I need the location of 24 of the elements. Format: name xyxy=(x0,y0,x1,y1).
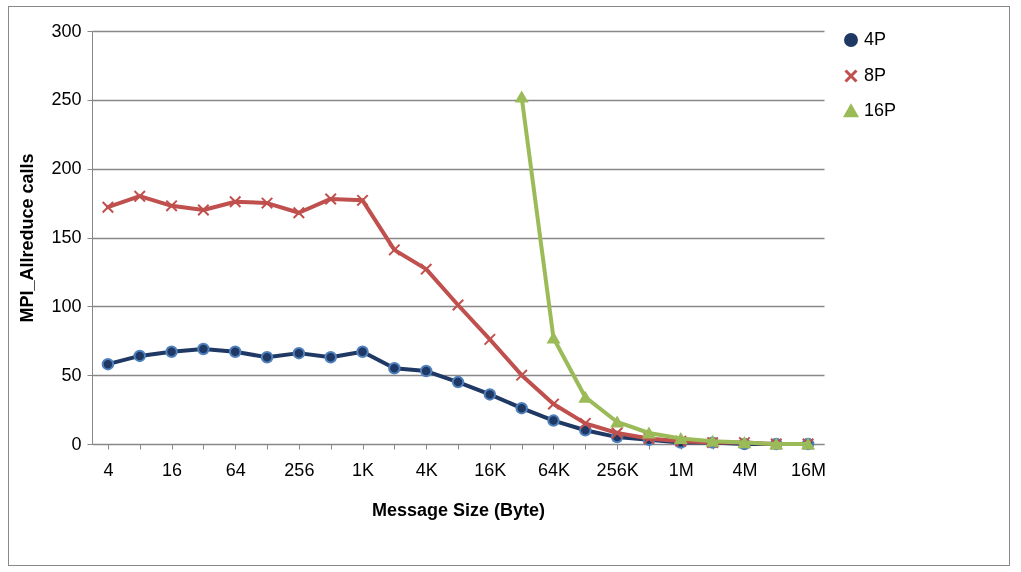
x-tick-label: 1M xyxy=(668,459,694,480)
x-tick-label: 256 xyxy=(284,459,315,480)
x-tick-label: 16M xyxy=(791,459,827,480)
y-tick-label: 250 xyxy=(51,89,82,110)
x-tick-label: 4 xyxy=(103,459,114,480)
legend-label: 4P xyxy=(864,29,887,49)
x-tick-label: 64 xyxy=(225,459,246,480)
x-axis-title: Message Size (Byte) xyxy=(371,499,546,520)
x-tick-label: 4M xyxy=(732,459,758,480)
y-tick-label: 300 xyxy=(51,20,82,41)
legend-label: 16P xyxy=(864,100,897,120)
x-tick-label: 4K xyxy=(415,459,438,480)
x-tick-label: 16K xyxy=(474,459,507,480)
y-tick-label: 150 xyxy=(51,227,82,247)
y-tick-label: 100 xyxy=(51,295,82,316)
y-tick-label: 0 xyxy=(71,433,82,454)
y-axis-title: MPI_Allreduce calls xyxy=(17,153,38,323)
legend-label: 8P xyxy=(864,65,887,85)
y-tick-label: 200 xyxy=(51,158,82,179)
x-tick-label: 16 xyxy=(162,459,183,480)
y-tick-label: 50 xyxy=(61,364,82,385)
x-tick-label: 1K xyxy=(352,459,375,480)
x-tick-label: 64K xyxy=(537,459,570,480)
x-tick-label: 256K xyxy=(596,459,639,480)
